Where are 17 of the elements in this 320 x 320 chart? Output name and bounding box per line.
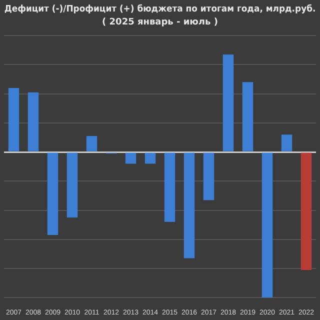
bar [281, 134, 292, 152]
bar [203, 152, 214, 200]
chart-title: Дефицит (-)/Профицит (+) бюджета по итогам года, млрд.руб. [4, 4, 316, 15]
bar [66, 152, 78, 218]
chart-subtitle: ( 2025 январь - июль ) [102, 18, 218, 28]
bar [86, 136, 98, 152]
bar [184, 152, 195, 258]
bar [222, 54, 234, 152]
bar [144, 152, 156, 164]
bar [125, 152, 136, 164]
bar [262, 152, 273, 298]
bar [8, 88, 20, 152]
bar [300, 152, 312, 270]
bar [242, 82, 254, 152]
bar [164, 152, 176, 222]
bar [47, 152, 58, 236]
bar [28, 92, 39, 152]
